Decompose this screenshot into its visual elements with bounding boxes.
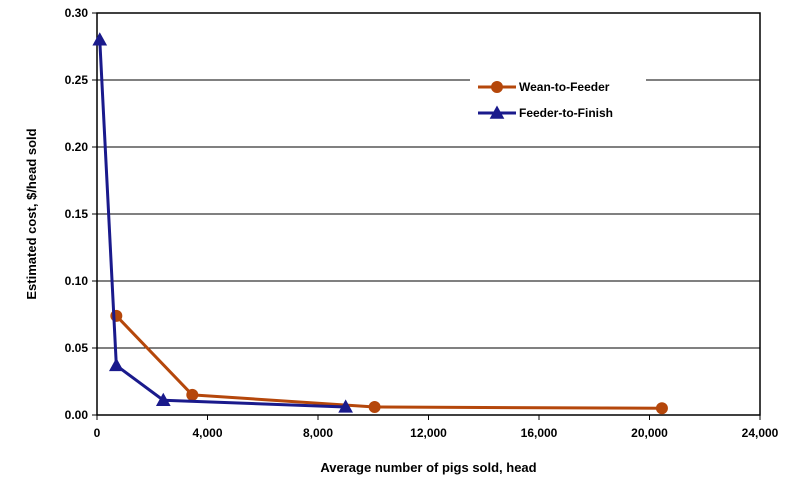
x-tick-label: 16,000	[521, 426, 558, 440]
data-point-feeder-to-finish	[92, 32, 108, 46]
x-tick-label: 8,000	[303, 426, 333, 440]
data-point-feeder-to-finish	[338, 399, 353, 413]
x-tick-label: 0	[94, 426, 101, 440]
legend-marker-feeder-to-finish	[489, 105, 505, 119]
legend-label-wean-to-feeder: Wean-to-Feeder	[519, 80, 610, 94]
y-axis-title: Estimated cost, $/head sold	[24, 128, 39, 299]
x-axis-title: Average number of pigs sold, head	[320, 460, 536, 475]
data-point-wean-to-feeder	[368, 400, 381, 413]
series-feeder-to-finish	[92, 32, 353, 413]
y-tick-label: 0.10	[65, 274, 89, 288]
data-point-feeder-to-finish	[108, 357, 124, 372]
legend-label-feeder-to-finish: Feeder-to-Finish	[519, 106, 613, 120]
x-tick-label: 24,000	[742, 426, 779, 440]
series-line-feeder-to-finish	[98, 39, 346, 409]
legend: Wean-to-Feeder Feeder-to-Finish	[470, 68, 646, 128]
axis-ticks: 0.00 0.05 0.10 0.15 0.20 0.25 0.30 0 4,000 8,000 1…	[65, 6, 779, 440]
y-tick-label: 0.15	[65, 207, 89, 221]
x-tick-label: 12,000	[410, 426, 447, 440]
series-wean-to-feeder	[110, 309, 668, 415]
data-point-feeder-to-finish	[155, 392, 171, 406]
legend-marker-wean-to-feeder	[491, 81, 503, 93]
x-tick-label: 4,000	[192, 426, 222, 440]
y-tick-label: 0.30	[65, 6, 89, 20]
y-tick-label: 0.05	[65, 341, 89, 355]
y-tick-label: 0.25	[65, 73, 89, 87]
series-line-wean-to-feeder	[115, 314, 662, 410]
y-tick-label: 0.00	[65, 408, 89, 422]
x-tick-label: 20,000	[631, 426, 668, 440]
y-tick-label: 0.20	[65, 140, 89, 154]
data-point-wean-to-feeder	[186, 388, 199, 401]
series	[92, 32, 668, 415]
gridlines	[97, 79, 760, 349]
data-point-wean-to-feeder	[655, 402, 668, 415]
